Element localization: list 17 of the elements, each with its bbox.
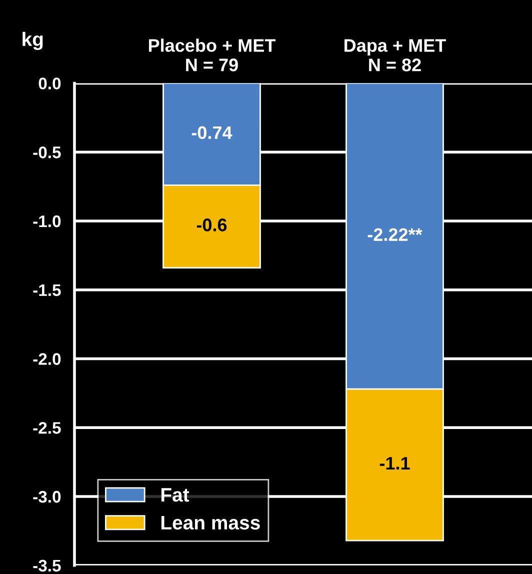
y-axis-title: kg [22, 32, 43, 50]
x-tick-label: Dapa + MET N = 82 [344, 39, 446, 72]
y-tick-label: -2.0 [33, 353, 61, 365]
data-label: -0.6 [196, 218, 227, 232]
y-tick-label: -1.5 [33, 284, 61, 296]
y-tick-label: -2.5 [33, 422, 61, 434]
x-tick-label: Placebo + MET N = 79 [148, 38, 276, 72]
data-label: -0.74 [192, 126, 232, 140]
y-tick-label: -3.0 [33, 490, 61, 503]
data-label: -1.1 [380, 457, 410, 470]
y-tick-label: 0.0 [38, 78, 61, 90]
y-tick-label: -3.5 [33, 560, 61, 572]
y-tick-label: -1.0 [33, 215, 61, 228]
data-label: -2.22** [368, 228, 422, 241]
y-tick-label: -0.5 [33, 146, 61, 158]
legend-label: Lean mass [161, 516, 260, 530]
legend-label: Fat [161, 488, 190, 502]
